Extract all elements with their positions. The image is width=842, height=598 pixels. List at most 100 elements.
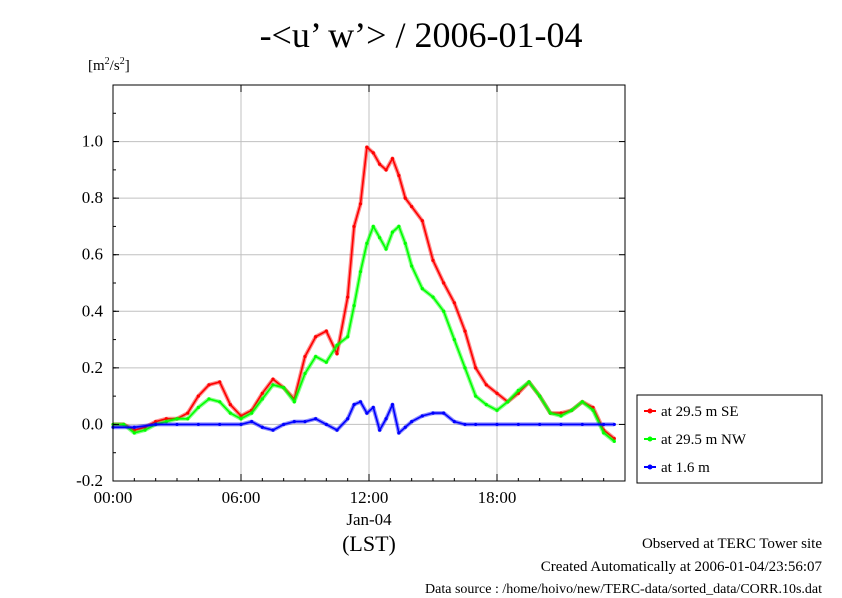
- legend-marker-1: [647, 436, 653, 442]
- series-point-0: [314, 335, 318, 339]
- y-tick-label: 0.8: [82, 188, 103, 207]
- series-point-2: [420, 414, 424, 418]
- series-point-0: [196, 394, 200, 398]
- series-point-2: [602, 422, 606, 427]
- series-point-0: [463, 329, 467, 333]
- series-point-0: [403, 196, 407, 200]
- series-point-0: [164, 417, 168, 421]
- y-tick-label: 0.6: [82, 245, 103, 264]
- series-point-1: [390, 230, 395, 234]
- series-point-1: [506, 400, 510, 404]
- series-point-0: [271, 377, 275, 381]
- series-point-1: [239, 417, 243, 421]
- x-tick-label: 00:00: [94, 488, 133, 507]
- series-point-2: [559, 422, 563, 427]
- series-point-2: [365, 411, 369, 415]
- y-tick-label: 1.0: [82, 132, 103, 151]
- series-point-1: [365, 241, 369, 245]
- series-line-0: [113, 146, 615, 440]
- series-point-2: [384, 417, 388, 421]
- y-axis-unit-label: [m2/s2]: [88, 56, 130, 74]
- series-point-0: [260, 391, 264, 395]
- legend: at 29.5 m SE at 29.5 m NW at 1.6 m: [636, 394, 823, 484]
- series-point-1: [410, 264, 414, 268]
- series-point-2: [175, 422, 179, 427]
- legend-label-0: at 29.5 m SE: [661, 404, 739, 420]
- series-point-0: [154, 420, 158, 424]
- series-point-1: [548, 411, 552, 415]
- series-point-1: [580, 400, 584, 404]
- series-point-0: [218, 380, 222, 384]
- series-point-2: [442, 411, 446, 415]
- series-point-1: [228, 411, 232, 415]
- series-point-1: [282, 386, 286, 390]
- series-point-1: [175, 417, 179, 421]
- series-point-2: [282, 422, 286, 427]
- series-point-0: [420, 219, 424, 223]
- legend-label-2: at 1.6 m: [661, 460, 710, 476]
- series-point-2: [516, 422, 520, 427]
- series-point-0: [516, 391, 520, 395]
- series-point-1: [538, 394, 542, 398]
- series-point-2: [358, 400, 363, 404]
- series-point-1: [132, 431, 136, 435]
- series-point-0: [378, 162, 382, 166]
- series-point-1: [602, 431, 606, 435]
- series-point-1: [260, 397, 264, 401]
- series-point-0: [352, 224, 356, 229]
- series-point-0: [397, 173, 401, 178]
- series-point-1: [431, 295, 435, 299]
- series-point-2: [335, 428, 339, 432]
- series-line-2: [113, 400, 615, 434]
- series-point-0: [474, 366, 478, 370]
- series-point-1: [612, 439, 616, 443]
- series-point-2: [314, 417, 318, 421]
- series-point-1: [591, 408, 595, 412]
- series-point-1: [384, 247, 388, 251]
- series-point-1: [559, 414, 563, 418]
- series-point-2: [452, 420, 456, 424]
- series-point-1: [352, 304, 356, 308]
- series-point-2: [196, 422, 200, 427]
- series-point-0: [495, 391, 499, 395]
- series-point-0: [303, 354, 307, 359]
- series-point-2: [431, 411, 435, 415]
- series-point-1: [314, 354, 318, 359]
- series-point-2: [495, 422, 499, 427]
- series-point-1: [570, 408, 574, 412]
- series-point-1: [303, 371, 307, 376]
- series-point-0: [335, 352, 339, 356]
- series-point-2: [463, 422, 467, 427]
- series-point-0: [239, 414, 243, 418]
- series-point-1: [442, 309, 446, 313]
- series-point-2: [378, 428, 382, 432]
- series-point-1: [397, 224, 401, 229]
- series-point-0: [591, 405, 595, 410]
- series-point-2: [132, 425, 136, 429]
- series-point-1: [186, 417, 190, 421]
- x-date-label: Jan-04: [346, 510, 392, 529]
- series-line-1: [113, 225, 615, 443]
- series-point-0: [346, 295, 350, 299]
- series-point-2: [403, 425, 407, 429]
- series-point-2: [239, 422, 243, 427]
- series-point-2: [218, 422, 222, 427]
- series-point-2: [271, 428, 275, 432]
- series-point-0: [442, 281, 446, 285]
- footer-data-source: Data source : /home/hoivo/new/TERC-data/…: [425, 582, 822, 597]
- series-point-0: [559, 411, 563, 415]
- y-tick-label: -0.2: [76, 471, 103, 490]
- series-point-2: [346, 417, 350, 421]
- series-point-0: [390, 156, 395, 161]
- series-point-2: [580, 422, 584, 427]
- footer-site-note: Observed at TERC Tower site: [641, 536, 822, 552]
- series-point-1: [143, 428, 147, 432]
- series-point-1: [164, 420, 168, 424]
- series-point-1: [378, 236, 382, 240]
- series-point-1: [250, 411, 254, 415]
- series-point-0: [365, 145, 369, 149]
- series-point-1: [527, 380, 531, 384]
- series-point-1: [335, 343, 339, 347]
- x-axis-label: (LST): [342, 531, 396, 556]
- series-point-0: [612, 436, 616, 441]
